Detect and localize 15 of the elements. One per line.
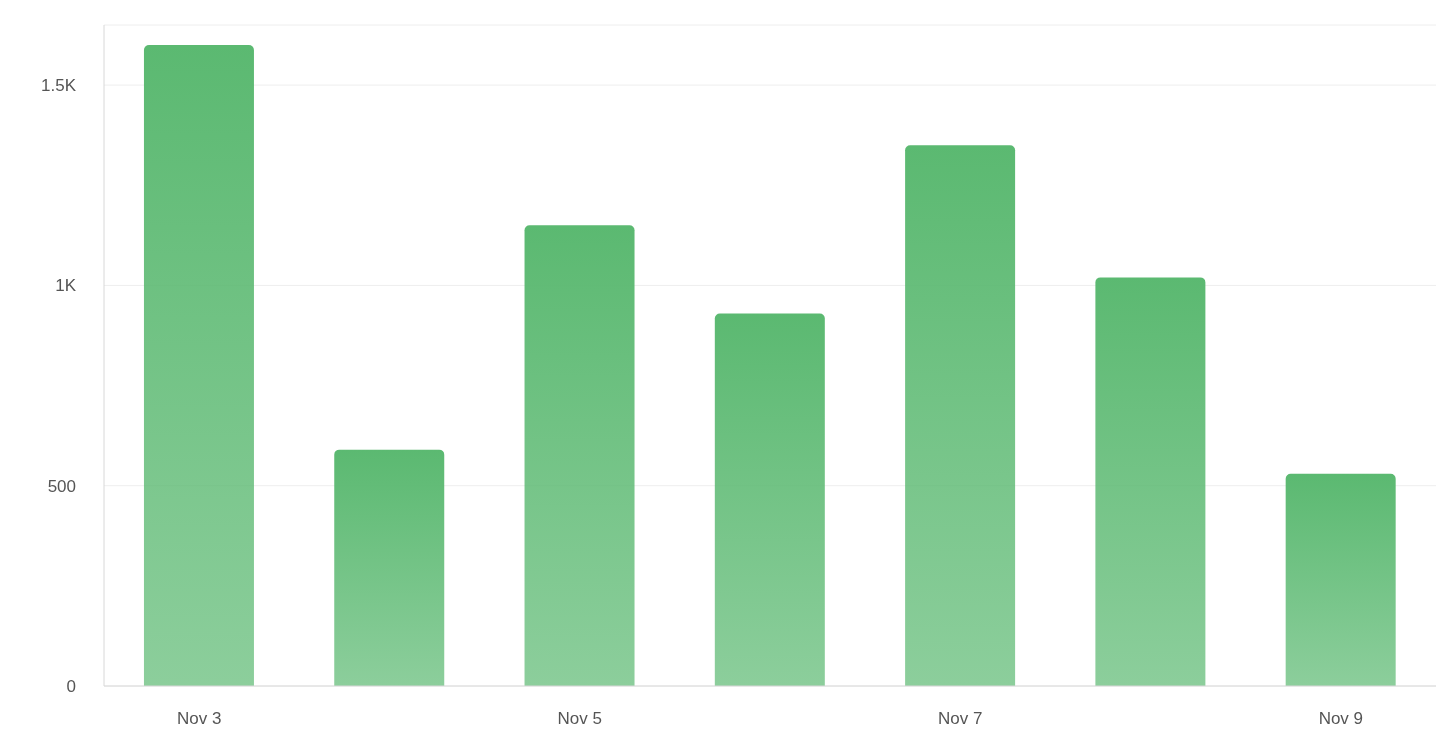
x-tick-label: Nov 9	[1318, 709, 1364, 729]
bar	[143, 45, 254, 686]
x-tick-label: Nov 3	[176, 709, 222, 729]
bar	[334, 449, 445, 686]
bar	[1095, 277, 1206, 686]
x-tick-label: Nov 7	[938, 709, 983, 729]
bar	[905, 145, 1016, 686]
bar	[1285, 473, 1396, 686]
y-tick-label: 1K	[55, 276, 77, 296]
y-tick-label: 0	[66, 677, 76, 697]
y-tick-label: 500	[47, 476, 76, 496]
bar	[524, 225, 635, 686]
x-tick-label: Nov 5	[557, 709, 602, 729]
y-tick-label: 1.5K	[41, 76, 77, 96]
bar	[714, 313, 825, 686]
